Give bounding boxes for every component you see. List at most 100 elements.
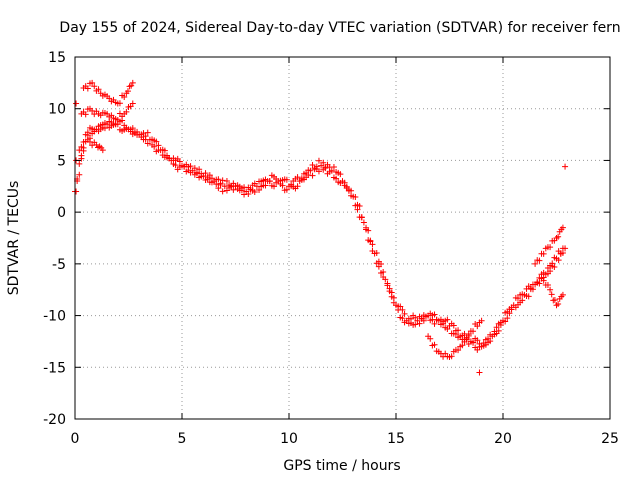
main-trend-point xyxy=(502,318,509,325)
grid-lines xyxy=(75,57,610,419)
main-trend-point xyxy=(251,180,258,187)
y-tick-label: 0 xyxy=(57,205,66,221)
main-trend-point xyxy=(369,241,376,248)
main-trend-point xyxy=(217,181,224,188)
upper-band-point xyxy=(116,100,123,107)
late-descent-point xyxy=(540,274,547,281)
main-trend-point xyxy=(356,202,363,209)
main-trend-point xyxy=(431,320,438,327)
main-trend-point xyxy=(213,181,220,188)
main-trend-point xyxy=(547,268,554,275)
branch-high-point xyxy=(536,257,543,264)
late-descent-point xyxy=(551,297,558,304)
main-trend-point xyxy=(273,179,280,186)
mid-band-point xyxy=(119,113,126,120)
main-trend-point xyxy=(465,341,472,348)
main-trend-point xyxy=(495,327,502,334)
main-trend-point xyxy=(476,343,483,350)
main-trend-point xyxy=(450,322,457,329)
main-trend-point xyxy=(144,129,151,136)
main-trend-point xyxy=(206,172,213,179)
main-trend-point xyxy=(416,320,423,327)
upper-band-point xyxy=(112,99,119,106)
main-trend-point xyxy=(223,178,230,185)
main-trend-point xyxy=(444,326,451,333)
main-trend-point xyxy=(380,268,387,275)
main-trend-point xyxy=(202,170,209,177)
main-trend-point xyxy=(320,159,327,166)
branch-low-point xyxy=(465,331,472,338)
main-trend-point xyxy=(431,311,438,318)
main-trend-point xyxy=(551,254,558,261)
main-trend-point xyxy=(215,176,222,183)
main-trend-point xyxy=(397,303,404,310)
y-tick-label: -5 xyxy=(52,257,66,273)
main-trend-point xyxy=(123,125,130,132)
main-trend-point xyxy=(142,133,149,140)
upper-band-point xyxy=(95,86,102,93)
main-trend-point xyxy=(78,155,85,162)
main-trend-point xyxy=(455,334,462,341)
main-trend-point xyxy=(76,160,83,167)
upper-band-point xyxy=(86,80,93,87)
branch-low-point xyxy=(463,334,470,341)
main-trend-point xyxy=(228,183,235,190)
main-trend-point xyxy=(309,161,316,168)
main-trend-point xyxy=(230,180,237,187)
main-trend-point xyxy=(497,321,504,328)
main-trend-point xyxy=(266,178,273,185)
main-trend-point xyxy=(337,171,344,178)
branch-high-point xyxy=(555,233,562,240)
main-trend-point xyxy=(112,121,119,128)
axis-ticks: 0 5 10 15 20 25 15 10 5 0 -5 -10 -15 -20 xyxy=(43,50,619,447)
branch-low-point xyxy=(433,348,440,355)
mid-band-point xyxy=(114,117,121,124)
main-trend-point xyxy=(262,182,269,189)
x-tick-label: 0 xyxy=(71,431,80,447)
main-trend-point xyxy=(333,175,340,182)
main-trend-point xyxy=(256,186,263,193)
y-tick-label: -20 xyxy=(43,412,66,428)
main-trend-point xyxy=(294,183,301,190)
mid-band-point xyxy=(84,106,91,113)
main-trend-point xyxy=(551,264,558,271)
main-trend-point xyxy=(151,143,158,150)
main-trend-point xyxy=(444,316,451,323)
main-trend-point xyxy=(283,176,290,183)
main-trend-point xyxy=(519,291,526,298)
data-points xyxy=(72,79,569,376)
x-tick-label: 20 xyxy=(494,431,512,447)
main-trend-point xyxy=(519,297,526,304)
main-trend-point xyxy=(322,165,329,172)
main-trend-point xyxy=(455,327,462,334)
plot-frame xyxy=(74,56,611,420)
branch-low-point xyxy=(448,353,455,360)
y-tick-label: 5 xyxy=(57,153,66,169)
main-trend-point xyxy=(504,315,511,322)
mid-band-point xyxy=(93,108,100,115)
main-trend-point xyxy=(399,306,406,313)
main-trend-point xyxy=(294,174,301,181)
lower-band-point xyxy=(91,139,98,146)
main-trend-point xyxy=(384,282,391,289)
main-trend-point xyxy=(76,171,83,178)
main-trend-point xyxy=(193,169,200,176)
upper-band-point xyxy=(128,82,135,89)
main-trend-point xyxy=(313,163,320,170)
main-trend-point xyxy=(401,319,408,326)
late-descent-point xyxy=(548,291,555,298)
main-trend-point xyxy=(326,168,333,175)
late-descent-point xyxy=(544,282,551,288)
main-trend-point xyxy=(262,176,269,183)
late-descent-point xyxy=(558,293,565,300)
main-trend-point xyxy=(271,183,278,190)
main-trend-point xyxy=(283,186,290,193)
outliers-point xyxy=(476,369,483,376)
main-trend-point xyxy=(144,140,151,147)
main-trend-point xyxy=(238,187,245,194)
main-trend-point xyxy=(101,119,108,126)
main-trend-point xyxy=(487,338,494,345)
branch-high-point xyxy=(532,260,539,267)
main-trend-point xyxy=(390,294,397,301)
x-tick-label: 25 xyxy=(601,431,619,447)
